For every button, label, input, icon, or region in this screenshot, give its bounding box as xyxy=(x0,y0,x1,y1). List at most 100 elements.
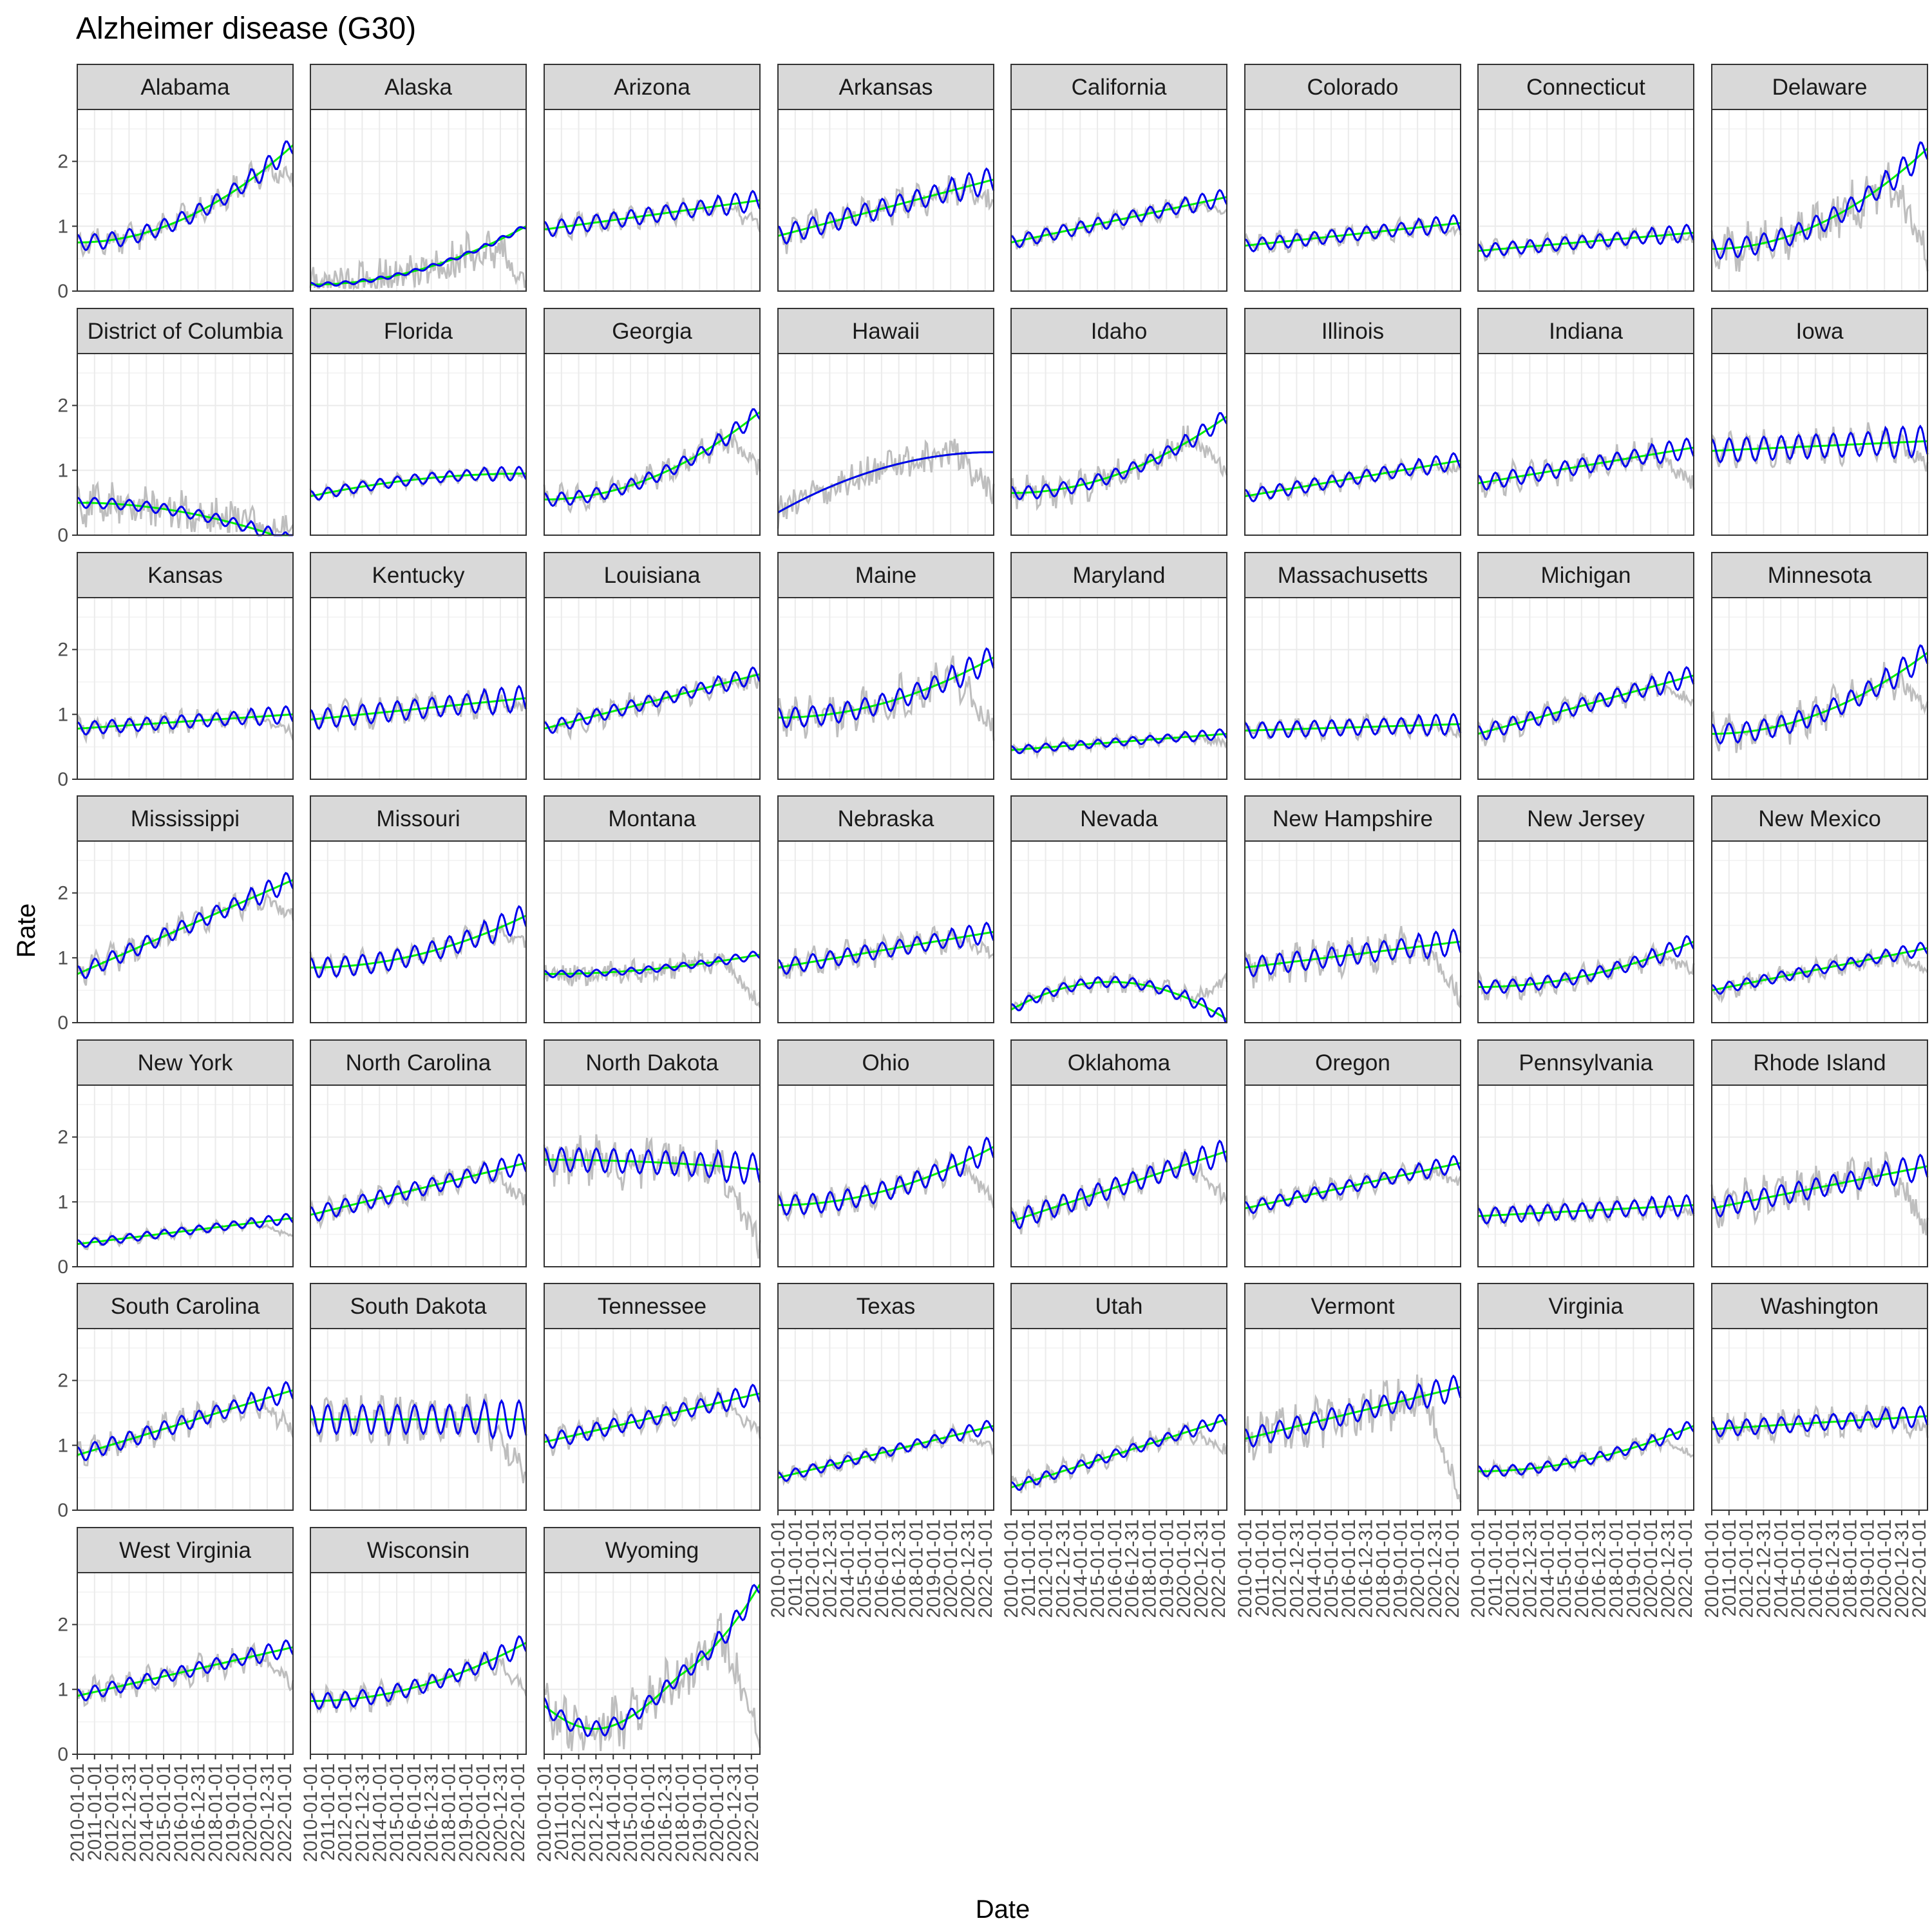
strip-label: Kentucky xyxy=(372,563,465,588)
strip-background xyxy=(1010,552,1227,598)
x-tick-label: 2010-01-01 xyxy=(1235,1519,1256,1618)
panel-border xyxy=(1477,1084,1694,1267)
fitted-series-line xyxy=(1711,1153,1929,1218)
strip-label: South Carolina xyxy=(111,1294,260,1319)
strip-label: District of Columbia xyxy=(88,319,283,344)
x-tick-label: 2022-01-01 xyxy=(1675,1519,1696,1618)
fitted-series-line xyxy=(777,451,994,514)
fitted-series-line xyxy=(1244,452,1462,503)
x-tick-label: 2015-01-01 xyxy=(153,1763,175,1862)
y-tick-label: 2 xyxy=(57,639,68,661)
strip-label: Virginia xyxy=(1548,1294,1624,1319)
panel-background xyxy=(1712,841,1927,1023)
strip-label: Wyoming xyxy=(605,1538,699,1563)
facet-panel-colorado: Colorado xyxy=(1244,64,1462,292)
facet-panel-hawaii: Hawaii xyxy=(777,308,995,536)
panel-border xyxy=(1477,840,1694,1023)
facet-panel-new-hampshire: New Hampshire xyxy=(1244,795,1462,1023)
panel-border xyxy=(1477,597,1694,780)
x-tick-label: 2020-01-01 xyxy=(1407,1519,1428,1618)
x-tick-label: 2014-01-01 xyxy=(369,1763,390,1862)
x-tick-label: 2011-01-01 xyxy=(84,1763,106,1861)
x-tick-label: 2012-12-31 xyxy=(352,1763,373,1862)
panel-border xyxy=(310,1572,527,1755)
panel-border xyxy=(1010,840,1227,1023)
panel-background xyxy=(1712,109,1927,291)
panel-border xyxy=(1010,109,1227,292)
strip-background xyxy=(777,552,994,598)
x-tick-label: 2012-01-01 xyxy=(1269,1519,1291,1618)
fitted-series-line xyxy=(1244,928,1462,978)
fitted-series-line xyxy=(1710,141,1929,260)
panel-border xyxy=(1477,1328,1694,1511)
strip-label: Texas xyxy=(857,1294,915,1319)
facet-panel-north-carolina: North Carolina xyxy=(309,1039,527,1267)
panel-background xyxy=(1478,354,1694,535)
facet-panel-maine: Maine xyxy=(777,552,995,780)
panel-background xyxy=(544,841,760,1023)
panel-border xyxy=(310,597,527,780)
panel-border xyxy=(310,109,527,292)
x-tick-label: 2015-01-01 xyxy=(386,1763,408,1862)
strip-label: South Dakota xyxy=(350,1294,487,1319)
x-tick-label: 2016-12-31 xyxy=(188,1763,209,1862)
fitted-series-line xyxy=(1244,1374,1462,1448)
x-tick-label: 2010-01-01 xyxy=(768,1519,789,1618)
fitted-series-line xyxy=(1711,942,1929,995)
panel-background xyxy=(1712,598,1927,779)
panel-border xyxy=(544,109,761,292)
strip-background xyxy=(1477,1283,1694,1329)
strip-label: Alaska xyxy=(384,75,453,100)
x-tick-label: 2011-01-01 xyxy=(551,1763,573,1861)
strip-label: Iowa xyxy=(1796,319,1844,344)
fitted-series-line xyxy=(309,1398,527,1440)
observed-series-line xyxy=(76,1642,294,1707)
x-tick-label: 2018-01-01 xyxy=(1373,1519,1394,1618)
panel-background xyxy=(1245,598,1461,779)
fitted-series-line xyxy=(310,1635,527,1710)
x-tick-label: 2018-01-01 xyxy=(439,1763,460,1862)
strip-background xyxy=(1477,552,1694,598)
x-tick-label: 2015-01-01 xyxy=(1321,1519,1342,1618)
strip-label: Colorado xyxy=(1307,75,1398,100)
x-tick-label: 2016-12-31 xyxy=(655,1763,676,1862)
facet-panel-alabama: Alabama 0 1 2 xyxy=(57,64,294,302)
panel-border xyxy=(544,353,761,536)
x-tick-label: 2015-01-01 xyxy=(620,1763,641,1862)
fitted-series-line xyxy=(1711,1405,1929,1438)
strip-background xyxy=(77,1039,294,1086)
x-tick-label: 2014-01-01 xyxy=(1537,1519,1558,1618)
observed-series-line xyxy=(777,439,995,529)
facet-panel-tennessee: Tennessee xyxy=(543,1283,761,1511)
strip-label: Tennessee xyxy=(598,1294,706,1319)
panel-border xyxy=(1244,1084,1461,1267)
x-tick-label: 2016-12-31 xyxy=(1823,1519,1844,1618)
x-tick-label: 2016-01-01 xyxy=(1338,1519,1359,1618)
y-tick-label: 2 xyxy=(57,395,68,417)
panel-border xyxy=(544,1084,761,1267)
strip-label: Connecticut xyxy=(1526,75,1645,100)
strip-background xyxy=(544,1039,761,1086)
facet-panel-new-jersey: New Jersey xyxy=(1477,795,1695,1023)
x-tick-label: 2014-01-01 xyxy=(603,1763,624,1862)
x-tick-label: 2012-12-31 xyxy=(1052,1519,1074,1618)
panel-border xyxy=(777,1328,994,1511)
fitted-series-line xyxy=(77,1213,294,1248)
facet-panel-utah: Utah 2010-01-012011-01-012012-01-012012-1… xyxy=(1001,1283,1229,1618)
fitted-series-line xyxy=(777,1136,995,1217)
x-tick-label: 2019-01-01 xyxy=(1390,1519,1411,1618)
panel-border xyxy=(77,840,294,1023)
x-tick-label: 2016-12-31 xyxy=(1589,1519,1610,1618)
x-tick-label: 2016-12-31 xyxy=(889,1519,910,1618)
x-axis-title: Date xyxy=(976,1895,1030,1924)
fitted-series-line xyxy=(777,922,995,976)
strip-label: Hawaii xyxy=(852,319,920,344)
panel-border xyxy=(777,353,994,536)
x-tick-label: 2016-12-31 xyxy=(1356,1519,1377,1618)
fitted-series-line xyxy=(310,226,527,288)
x-tick-label: 2019-01-01 xyxy=(1623,1519,1644,1618)
x-tick-label: 2011-01-01 xyxy=(1719,1519,1740,1616)
y-tick-label: 0 xyxy=(57,525,68,546)
strip-label: Michigan xyxy=(1540,563,1631,588)
facet-panel-iowa: Iowa xyxy=(1710,308,1929,536)
